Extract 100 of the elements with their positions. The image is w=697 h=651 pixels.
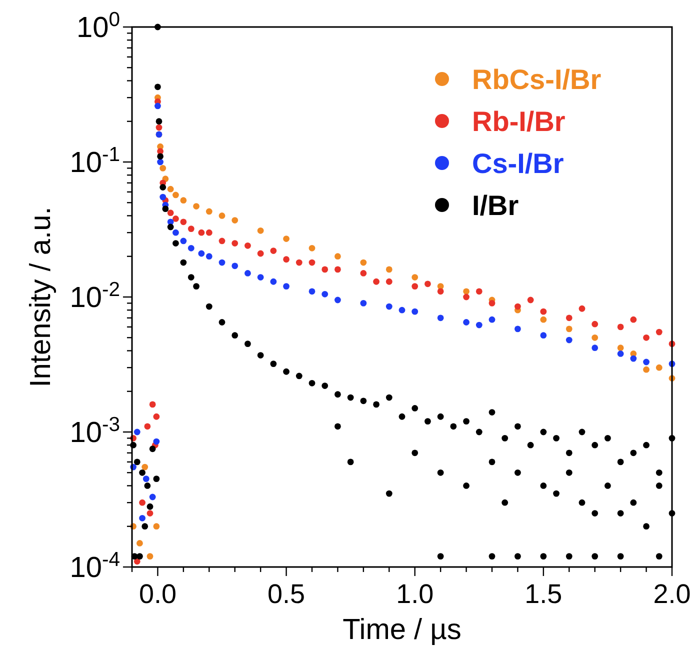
- point: [334, 253, 341, 260]
- point: [373, 278, 380, 285]
- point: [476, 288, 482, 295]
- point: [514, 326, 521, 332]
- x-tick-label: 0.0: [138, 579, 176, 609]
- point: [412, 308, 418, 315]
- point: [257, 274, 264, 280]
- point: [592, 320, 598, 328]
- point: [578, 305, 586, 312]
- point: [360, 259, 367, 266]
- point: [149, 401, 156, 408]
- point: [463, 288, 470, 295]
- point: [643, 334, 650, 341]
- point: [308, 244, 316, 252]
- y-axis-title: Intensity / a.u.: [25, 206, 57, 388]
- point: [283, 283, 290, 290]
- point: [592, 344, 598, 352]
- point: [188, 244, 194, 252]
- y-tick-label: 10$^{-1}$: [70, 144, 120, 179]
- point: [180, 218, 187, 226]
- point: [142, 464, 148, 470]
- point: [167, 186, 174, 192]
- point: [180, 238, 187, 244]
- point: [154, 102, 161, 110]
- point: [218, 238, 226, 244]
- point: [172, 229, 179, 236]
- point: [630, 316, 637, 323]
- point: [218, 259, 226, 266]
- point: [488, 300, 496, 306]
- point: [476, 322, 482, 328]
- point: [160, 194, 166, 200]
- point: [232, 240, 238, 246]
- point: [424, 280, 431, 288]
- y-tick-label: 10$^{-4}$: [70, 549, 120, 584]
- point: [160, 164, 166, 172]
- point: [172, 216, 179, 222]
- point: [270, 248, 277, 254]
- point: [514, 303, 521, 310]
- point: [257, 250, 264, 257]
- point: [412, 274, 418, 280]
- x-tick-label: 1.0: [396, 579, 434, 609]
- point: [206, 253, 212, 260]
- point: [244, 270, 251, 276]
- point: [398, 306, 406, 314]
- point: [153, 523, 160, 530]
- point: [386, 278, 392, 285]
- point: [144, 423, 151, 430]
- point: [437, 288, 444, 295]
- point: [270, 278, 277, 285]
- x-tick-label: 2.0: [653, 579, 691, 609]
- point: [206, 229, 212, 236]
- point: [308, 259, 316, 266]
- y-tick-label: 10$^{0}$: [76, 9, 120, 44]
- point: [188, 226, 194, 232]
- point: [412, 283, 418, 290]
- point: [334, 296, 341, 304]
- point: [566, 336, 572, 344]
- legend-label: RbCs-I/Br: [472, 64, 602, 95]
- point: [527, 296, 534, 304]
- point: [566, 326, 572, 332]
- point: [193, 203, 200, 210]
- point: [643, 366, 650, 373]
- point: [198, 250, 205, 257]
- point: [334, 266, 341, 273]
- point: [283, 256, 290, 263]
- point: [139, 499, 146, 506]
- point: [283, 236, 290, 242]
- point: [198, 229, 205, 236]
- point: [218, 212, 226, 219]
- point: [257, 227, 264, 234]
- point: [308, 288, 316, 295]
- x-tick-label: 0.5: [268, 579, 306, 609]
- point: [167, 210, 174, 216]
- point: [656, 328, 662, 336]
- legend-label: Rb-I/Br: [472, 106, 566, 137]
- point: [146, 510, 154, 516]
- point: [540, 316, 547, 323]
- point: [153, 413, 160, 420]
- point: [617, 350, 624, 357]
- point: [180, 197, 187, 204]
- point: [232, 262, 238, 270]
- point: [360, 300, 367, 306]
- x-axis-title: Time / µs: [342, 614, 462, 646]
- x-tick-label: 1.5: [524, 579, 562, 609]
- point: [386, 303, 392, 310]
- point: [153, 438, 160, 445]
- point: [206, 208, 212, 215]
- point: [463, 294, 470, 300]
- point: [437, 283, 444, 290]
- point: [142, 476, 150, 482]
- point: [540, 308, 547, 315]
- point: [592, 334, 598, 341]
- legend-label: I/Br: [472, 190, 519, 221]
- y-tick-label: 10$^{-3}$: [70, 414, 120, 449]
- point: [656, 364, 662, 371]
- point: [172, 192, 179, 198]
- point: [146, 553, 154, 560]
- y-tick-label: 10$^{-2}$: [70, 279, 120, 314]
- point: [322, 290, 328, 298]
- point: [156, 124, 162, 131]
